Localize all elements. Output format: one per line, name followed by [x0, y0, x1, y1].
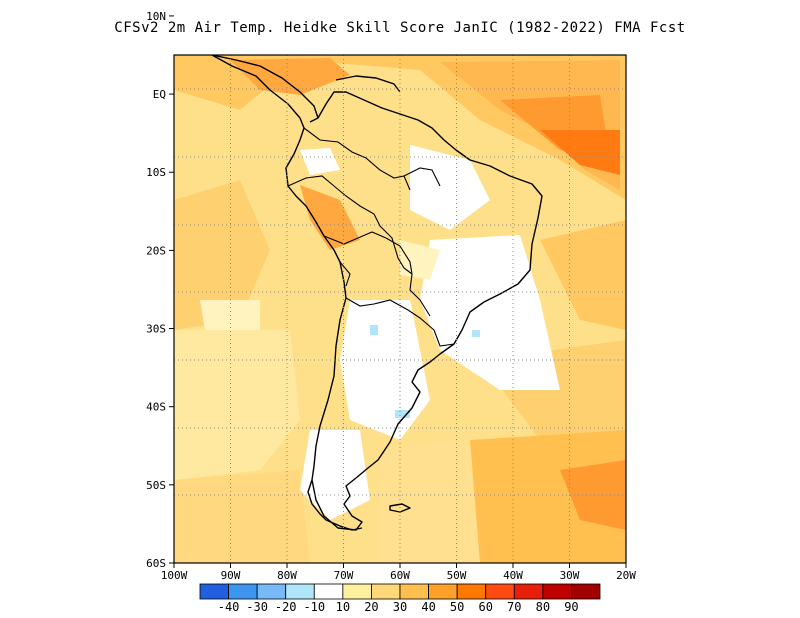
lat-tick-label: 50S [146, 479, 166, 492]
colorbar-swatch [456, 583, 487, 600]
lat-tick-label: 10N [146, 10, 166, 23]
colorbar-label: -30 [246, 600, 268, 614]
colorbar-label: 10 [336, 600, 350, 614]
colorbar-label: 20 [364, 600, 378, 614]
country-borders [287, 127, 455, 393]
lon-tick-label: 20W [616, 569, 636, 582]
lat-tick-label: 20S [146, 244, 166, 257]
colorbar-swatch [399, 583, 429, 600]
colorbar-swatch [285, 583, 315, 600]
colorbar-swatch [485, 583, 515, 600]
lon-tick-label: 70W [334, 569, 354, 582]
lon-tick-label: 40W [503, 569, 523, 582]
lat-tick-label: 10S [146, 166, 166, 179]
colorbar-label: 80 [536, 600, 550, 614]
colorbar-swatch [199, 583, 229, 600]
colorbar-label: 40 [421, 600, 435, 614]
colorbar-label: 30 [393, 600, 407, 614]
colorbar-swatch [313, 583, 344, 600]
colorbar-swatch [513, 583, 544, 600]
colorbar-label: 90 [564, 600, 578, 614]
colorbar-swatch [342, 583, 372, 600]
colorbar-label: 50 [450, 600, 464, 614]
colorbar-swatch [228, 583, 258, 600]
longitude-ticks: 100W 90W 80W 70W 60W 50W 40W 30W 20W [161, 563, 636, 582]
colorbar-label: 60 [478, 600, 492, 614]
colorbar-swatch [542, 583, 572, 600]
lon-tick-label: 30W [560, 569, 580, 582]
skill-score-field [174, 55, 626, 563]
lon-tick-label: 100W [161, 569, 188, 582]
lat-tick-label: 30S [146, 323, 166, 336]
colorbar-swatch [571, 583, 601, 600]
lon-tick-label: 80W [277, 569, 297, 582]
lon-tick-label: 50W [447, 569, 467, 582]
lat-tick-label: 40S [146, 401, 166, 414]
lat-tick-label: 60S [146, 557, 166, 570]
colorbar-swatch [371, 583, 401, 600]
colorbar-label: -10 [303, 600, 325, 614]
lat-tick-label: EQ [153, 88, 166, 101]
colorbar-label: 70 [507, 600, 521, 614]
map-title: CFSv2 2m Air Temp. Heidke Skill Score Ja… [114, 20, 686, 36]
lon-tick-label: 60W [390, 569, 410, 582]
latitude-ticks: 10N EQ 10S 20S 30S 40S 50S 60S [146, 10, 174, 570]
colorbar-label: -40 [218, 600, 240, 614]
graticule [174, 55, 626, 563]
coastline [211, 55, 543, 531]
colorbar-swatch [428, 583, 458, 600]
colorbar-swatch [256, 583, 287, 600]
colorbar-label: -20 [275, 600, 297, 614]
lon-tick-label: 90W [221, 569, 241, 582]
colorbar: -40 -30 -20 -10 10 20 30 40 50 60 70 80 90 [199, 583, 601, 614]
